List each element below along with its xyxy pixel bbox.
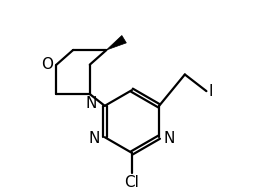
Text: Cl: Cl bbox=[124, 175, 139, 190]
Polygon shape bbox=[106, 35, 126, 50]
Text: O: O bbox=[41, 57, 53, 72]
Text: N: N bbox=[164, 131, 175, 146]
Text: N: N bbox=[85, 96, 97, 112]
Text: I: I bbox=[209, 84, 213, 99]
Text: N: N bbox=[89, 131, 100, 146]
